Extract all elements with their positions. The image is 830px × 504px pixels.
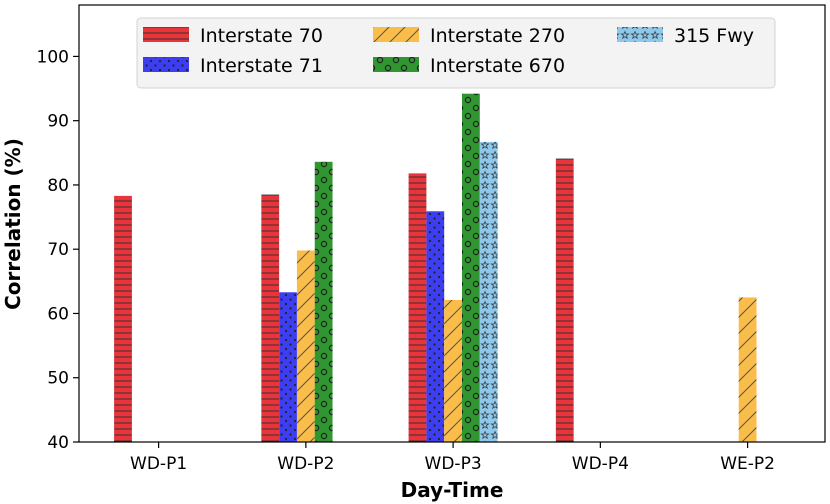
bar-interstate-670-wd-p3 (462, 93, 480, 442)
legend-label: Interstate 70 (200, 25, 323, 47)
legend: Interstate 70 Interstate 71 Interstate 270… (136, 17, 776, 89)
legend-label: Interstate 670 (430, 55, 565, 77)
bar-315-fwy-wd-p3 (479, 141, 498, 442)
x-axis: WD-P1 WD-P2 WD-P3 WD-P4 WE-P2 (130, 442, 775, 474)
legend-swatch (143, 57, 189, 72)
bar-interstate-270-we-p2 (738, 297, 757, 442)
legend-label: 315 Fwy (674, 25, 754, 47)
y-tick-label: 60 (47, 304, 69, 324)
legend-swatch (617, 27, 663, 42)
bar-interstate-70-wd-p1 (114, 195, 132, 442)
bar-interstate-71-wd-p2 (279, 292, 297, 442)
x-axis-title: Day-Time (401, 478, 504, 502)
bar-interstate-70-wd-p2 (261, 194, 280, 442)
legend-swatch (373, 27, 419, 42)
bars-group (114, 93, 757, 442)
y-tick-label: 100 (37, 47, 69, 67)
y-tick-label: 50 (47, 369, 69, 389)
plot-frame (78, 4, 826, 443)
bar-interstate-70-wd-p3 (408, 173, 427, 442)
y-tick-label: 70 (47, 240, 69, 260)
x-tick-label: WD-P1 (130, 454, 187, 474)
y-tick-label: 90 (47, 112, 69, 132)
y-tick-label: 40 (47, 433, 69, 453)
bar-interstate-270-wd-p3 (444, 299, 462, 442)
y-axis-title: Correlation (%) (1, 138, 25, 310)
legend-swatch (373, 57, 419, 72)
y-axis: 40 50 60 70 80 90 100 (37, 47, 79, 453)
y-tick-label: 80 (47, 176, 69, 196)
legend-label: Interstate 270 (430, 25, 565, 47)
legend-box (136, 17, 776, 89)
bar-interstate-670-wd-p2 (314, 161, 333, 442)
bar-interstate-270-wd-p2 (296, 250, 315, 442)
bar-interstate-71-wd-p3 (426, 211, 445, 442)
x-tick-label: WD-P4 (572, 454, 629, 474)
x-tick-label: WE-P2 (720, 454, 775, 474)
bar-interstate-70-wd-p4 (555, 158, 574, 442)
x-tick-label: WD-P2 (277, 454, 334, 474)
legend-label: Interstate 71 (200, 55, 323, 77)
x-tick-label: WD-P3 (425, 454, 482, 474)
legend-swatch (143, 27, 189, 42)
